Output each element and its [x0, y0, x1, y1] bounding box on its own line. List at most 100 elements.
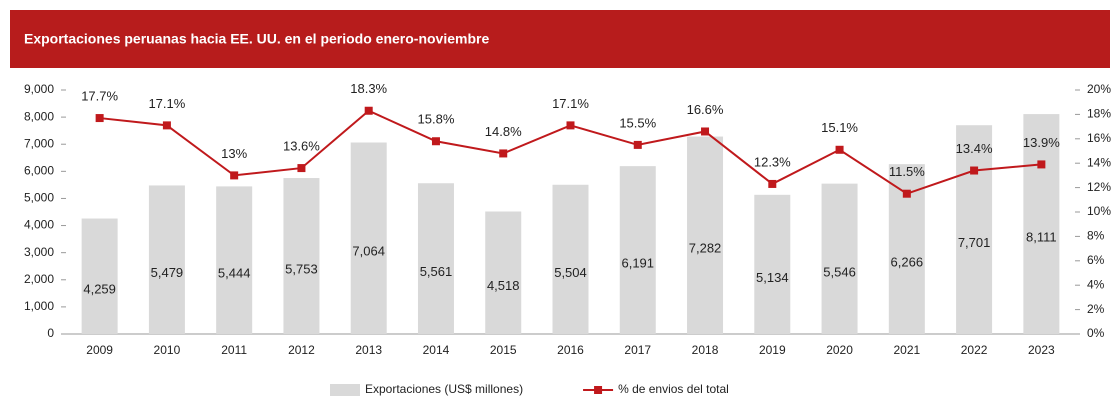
y2-tick-label: 0%: [1087, 326, 1105, 340]
bar: [350, 142, 387, 334]
line-marker: [768, 179, 777, 188]
x-tick-label: 2012: [288, 343, 315, 357]
bar-label: 5,504: [554, 265, 587, 280]
x-tick-label: 2016: [557, 343, 584, 357]
legend-swatch: [330, 384, 360, 396]
y2-tick-label: 2%: [1087, 302, 1105, 316]
y2-tick-label: 10%: [1087, 204, 1111, 218]
bar-label: 5,546: [823, 264, 856, 279]
legend-label: Exportaciones (US$ millones): [365, 382, 523, 396]
y-tick-label: 1,000: [24, 299, 54, 313]
x-tick-label: 2018: [692, 343, 719, 357]
bar-label: 7,064: [352, 244, 385, 259]
point-label: 13.6%: [283, 139, 320, 154]
y2-tick-label: 18%: [1087, 107, 1111, 121]
bar-label: 7,282: [689, 241, 722, 256]
y2-tick-label: 8%: [1087, 229, 1105, 243]
point-label: 15.1%: [821, 120, 858, 135]
line-marker: [499, 149, 508, 158]
bar: [821, 183, 858, 334]
x-tick-label: 2017: [624, 343, 651, 357]
legend-swatch: [594, 386, 603, 394]
bar-label: 6,191: [621, 256, 654, 271]
line-marker: [1037, 160, 1046, 169]
x-tick-label: 2011: [221, 343, 247, 357]
bar: [754, 194, 791, 334]
point-label: 17.1%: [552, 96, 589, 111]
x-tick-label: 2010: [154, 343, 181, 357]
y2-tick-label: 16%: [1087, 131, 1111, 145]
point-label: 13%: [221, 146, 247, 161]
bar-label: 7,701: [958, 235, 991, 250]
bar: [619, 166, 656, 334]
y2-tick-label: 6%: [1087, 253, 1105, 267]
y-tick-label: 3,000: [24, 245, 54, 259]
bar-label: 6,266: [891, 254, 924, 269]
line-marker: [364, 106, 373, 115]
x-tick-label: 2014: [423, 343, 450, 357]
bar: [485, 211, 522, 334]
bar: [956, 125, 993, 334]
y-tick-label: 9,000: [24, 82, 54, 96]
line-marker: [566, 121, 575, 130]
x-tick-label: 2015: [490, 343, 517, 357]
x-tick-label: 2009: [86, 343, 113, 357]
y2-tick-label: 14%: [1087, 155, 1111, 169]
y2-tick-label: 20%: [1087, 82, 1111, 96]
point-label: 16.6%: [687, 102, 724, 117]
line-marker: [970, 166, 979, 175]
bar: [81, 218, 118, 334]
bar-label: 8,111: [1026, 229, 1057, 244]
y2-tick-label: 4%: [1087, 277, 1105, 291]
line-marker: [835, 145, 844, 154]
bar-label: 5,134: [756, 270, 789, 285]
y2-tick-label: 12%: [1087, 180, 1111, 194]
line-marker: [902, 189, 911, 198]
point-label: 17.7%: [81, 88, 118, 103]
bar-label: 4,518: [487, 278, 520, 293]
bar: [283, 178, 320, 334]
point-label: 13.9%: [1023, 135, 1060, 150]
bar-label: 5,444: [218, 266, 251, 281]
y-tick-label: 7,000: [24, 136, 54, 150]
y-tick-label: 4,000: [24, 218, 54, 232]
bar: [687, 136, 724, 334]
bar: [148, 185, 185, 334]
point-label: 13.4%: [956, 141, 993, 156]
x-tick-label: 2021: [893, 343, 920, 357]
y-tick-label: 6,000: [24, 164, 54, 178]
y-tick-label: 2,000: [24, 272, 54, 286]
point-label: 17.1%: [148, 96, 185, 111]
line-marker: [230, 171, 239, 180]
bar: [216, 186, 253, 334]
bar-label: 4,259: [83, 282, 116, 297]
line-marker: [297, 164, 306, 173]
bar-label: 5,753: [285, 261, 318, 276]
point-label: 15.5%: [619, 115, 656, 130]
line-marker: [95, 114, 104, 123]
line-marker: [633, 140, 642, 149]
point-label: 11.5%: [889, 164, 925, 179]
point-label: 12.3%: [754, 154, 791, 169]
legend-label: % de envios del total: [618, 382, 729, 396]
bar: [1023, 114, 1060, 334]
x-tick-label: 2022: [961, 343, 988, 357]
bar-label: 5,479: [151, 265, 184, 280]
title-banner: [10, 10, 1110, 68]
chart-title: Exportaciones peruanas hacia EE. UU. en …: [24, 31, 489, 47]
point-label: 15.8%: [418, 112, 455, 127]
bar-label: 5,561: [420, 264, 453, 279]
bar: [417, 183, 454, 334]
x-tick-label: 2020: [826, 343, 853, 357]
x-tick-label: 2013: [355, 343, 382, 357]
point-label: 14.8%: [485, 124, 522, 139]
line-marker: [162, 121, 171, 130]
line-marker: [701, 127, 710, 136]
x-tick-label: 2023: [1028, 343, 1055, 357]
line-marker: [431, 137, 440, 146]
point-label: 18.3%: [350, 81, 387, 96]
bar: [552, 184, 589, 334]
y-tick-label: 5,000: [24, 191, 54, 205]
x-tick-label: 2019: [759, 343, 786, 357]
